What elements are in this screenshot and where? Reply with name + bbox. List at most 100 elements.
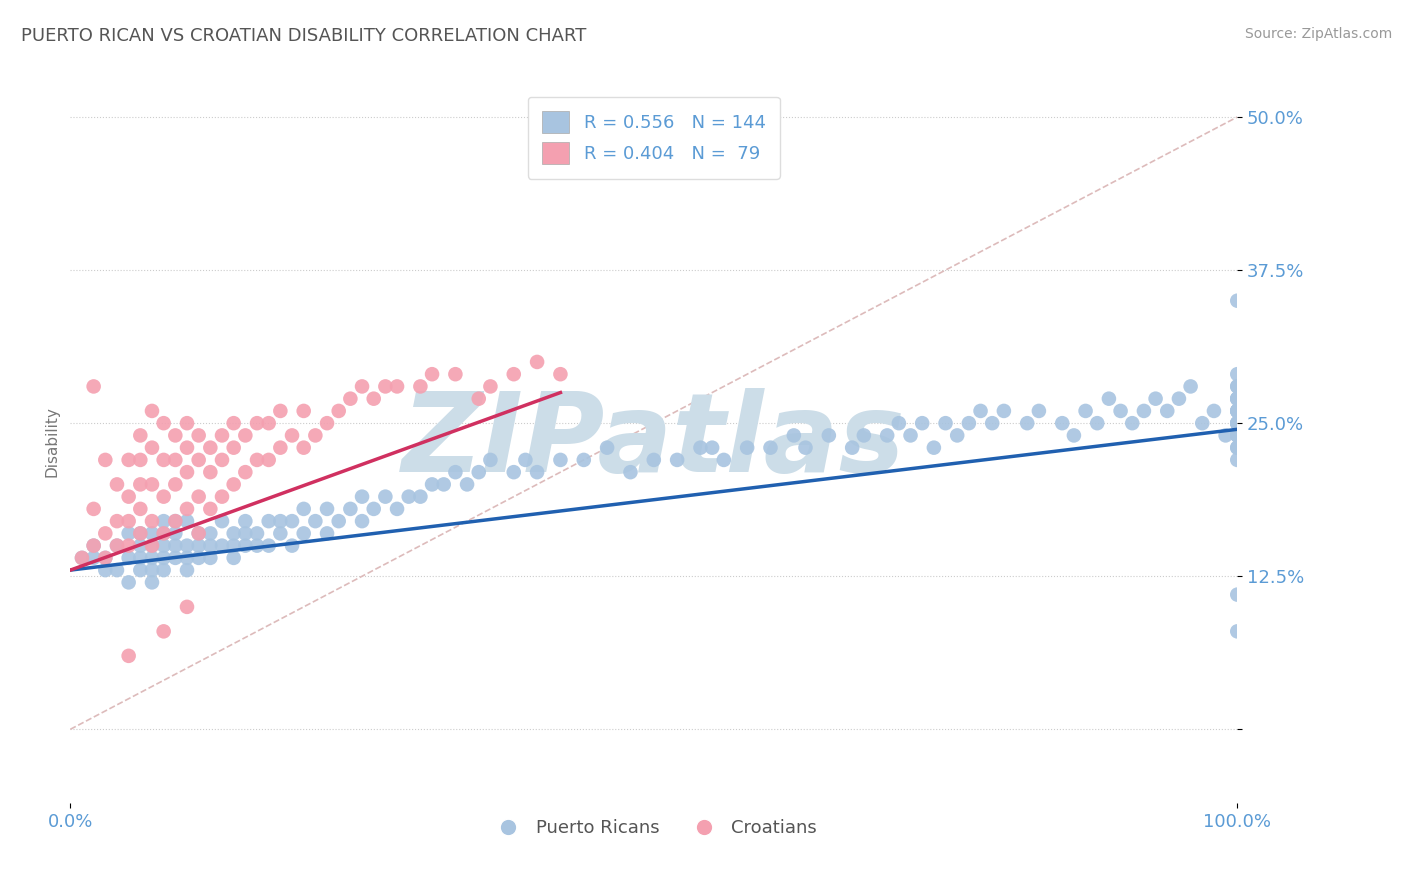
Point (176, 550, 198, 565)
Point (200, 550, 222, 565)
Point (152, 514, 174, 528)
Point (1226, 379, 1249, 393)
Point (152, 453, 174, 467)
Point (187, 453, 209, 467)
Point (702, 441, 724, 455)
Point (433, 477, 456, 491)
Point (165, 514, 187, 528)
Point (141, 526, 163, 541)
Point (222, 539, 245, 553)
Point (502, 367, 524, 381)
Point (1202, 404, 1225, 418)
Point (1226, 416, 1249, 430)
Point (118, 575, 141, 590)
Point (444, 367, 467, 381)
Point (1226, 392, 1249, 406)
Point (83, 379, 105, 393)
Point (783, 428, 806, 442)
Point (969, 404, 991, 418)
Point (176, 502, 198, 516)
Point (1098, 392, 1121, 406)
Point (211, 514, 233, 528)
Point (269, 526, 291, 541)
Legend: Puerto Ricans, Croatians: Puerto Ricans, Croatians (484, 812, 824, 845)
Point (233, 514, 256, 528)
Point (292, 441, 315, 455)
Point (304, 514, 326, 528)
Point (246, 539, 269, 553)
Point (222, 416, 245, 430)
Point (1215, 428, 1237, 442)
Point (385, 502, 408, 516)
Point (129, 453, 152, 467)
Point (141, 477, 163, 491)
Point (94, 526, 117, 541)
Text: Source: ZipAtlas.com: Source: ZipAtlas.com (1244, 27, 1392, 41)
Point (200, 441, 222, 455)
Point (94, 550, 117, 565)
Point (165, 428, 187, 442)
Point (141, 550, 163, 565)
Point (200, 526, 222, 541)
Point (794, 441, 817, 455)
Point (292, 404, 315, 418)
Point (339, 392, 361, 406)
Point (176, 563, 198, 577)
Point (1063, 428, 1085, 442)
Point (165, 539, 187, 553)
Point (200, 539, 222, 553)
Point (165, 550, 187, 565)
Point (118, 526, 141, 541)
Point (981, 416, 1004, 430)
Point (1167, 392, 1189, 406)
Point (1226, 416, 1249, 430)
Point (1017, 416, 1039, 430)
Point (526, 465, 548, 479)
Point (129, 539, 152, 553)
Point (152, 539, 174, 553)
Point (550, 453, 572, 467)
Point (1226, 453, 1249, 467)
Point (398, 490, 420, 504)
Point (165, 514, 187, 528)
Point (152, 526, 174, 541)
Point (129, 477, 152, 491)
Point (1156, 404, 1178, 418)
Point (852, 428, 875, 442)
Point (105, 477, 128, 491)
Point (281, 539, 304, 553)
Point (1226, 416, 1249, 430)
Point (257, 416, 280, 430)
Point (689, 441, 711, 455)
Point (165, 526, 187, 541)
Point (993, 404, 1015, 418)
Point (176, 599, 198, 614)
Point (165, 453, 187, 467)
Point (94, 550, 117, 565)
Point (1226, 441, 1249, 455)
Point (141, 539, 163, 553)
Point (129, 526, 152, 541)
Point (1226, 293, 1249, 308)
Point (187, 526, 209, 541)
Point (152, 416, 174, 430)
Point (141, 563, 163, 577)
Point (118, 550, 141, 565)
Point (922, 441, 945, 455)
Point (105, 514, 128, 528)
Point (187, 428, 209, 442)
Point (1226, 428, 1249, 442)
Point (1085, 416, 1108, 430)
Point (328, 514, 350, 528)
Point (352, 379, 374, 393)
Point (176, 539, 198, 553)
Point (233, 428, 256, 442)
Point (141, 404, 163, 418)
Point (328, 404, 350, 418)
Point (129, 526, 152, 541)
Point (222, 477, 245, 491)
Point (1109, 404, 1132, 418)
Point (887, 416, 910, 430)
Point (735, 441, 758, 455)
Point (841, 441, 863, 455)
